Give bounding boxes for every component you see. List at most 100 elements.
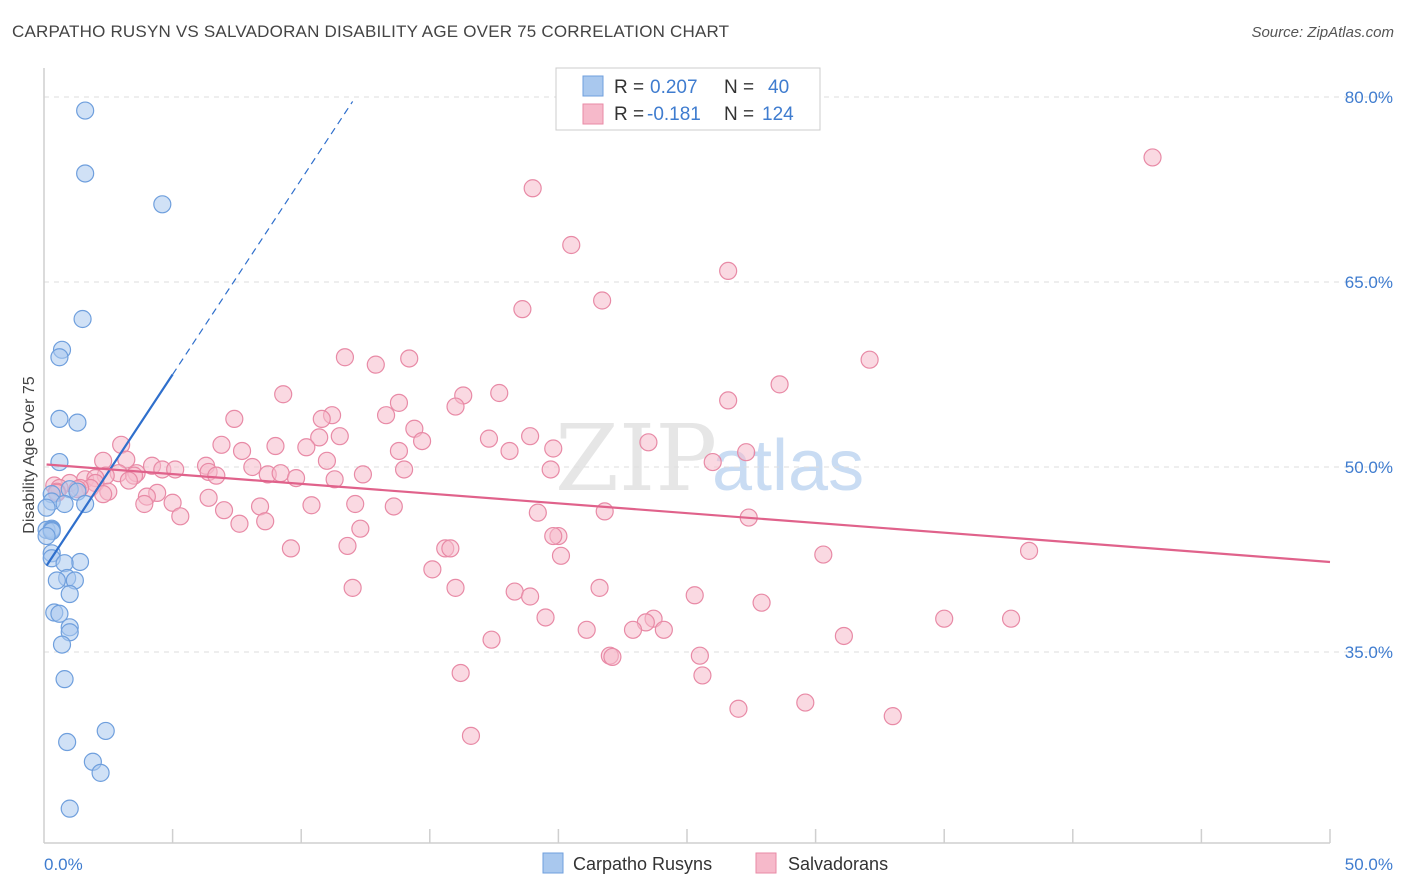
- salvadoran-point-92: [281, 539, 301, 558]
- salvadoran-point-96: [551, 546, 571, 565]
- carpatho-rusyns-points: [37, 101, 172, 818]
- x-ticks: [171, 829, 1331, 843]
- salvadoran-point-99: [423, 560, 442, 579]
- salvadoran-point-34: [232, 441, 252, 461]
- carpatho-point-7: [68, 413, 87, 432]
- series-legend: Carpatho Rusyns Salvadorans: [542, 852, 888, 874]
- legend-n-label-0: N =: [724, 77, 754, 98]
- salvadoran-point-32: [544, 439, 563, 458]
- salvadoran-point-97: [814, 545, 833, 564]
- salvadoran-point-26: [412, 432, 432, 451]
- salvadoran-point-107: [536, 608, 555, 627]
- carpatho-point-2: [153, 195, 172, 214]
- legend-r-label-1: R =: [614, 104, 644, 125]
- salvadoran-point-79: [346, 494, 365, 514]
- carpatho-point-33: [52, 635, 72, 654]
- carpatho-point-39: [60, 799, 79, 818]
- salvadoran-point-37: [94, 451, 113, 470]
- salvadoran-point-56: [325, 470, 344, 489]
- salvadoran-point-76: [163, 493, 182, 512]
- salvadoran-trend-line: [46, 463, 1331, 564]
- salvadoran-point-7: [400, 349, 419, 368]
- salvadoran-point-112: [623, 620, 643, 639]
- salvadoran-point-75: [199, 488, 218, 507]
- carpatho-point-1: [76, 164, 95, 183]
- salvadoran-point-84: [256, 512, 275, 531]
- salvadoran-point-20: [312, 409, 331, 428]
- salvadoran-point-3: [719, 261, 738, 280]
- salvadoran-point-9: [860, 350, 879, 369]
- salvadoran-point-118: [603, 647, 622, 667]
- legend-r-label-0: R =: [614, 77, 644, 98]
- carpatho-point-8: [50, 452, 69, 472]
- salvadoran-point-43: [394, 460, 414, 479]
- salvadoran-point-57: [207, 466, 226, 485]
- salvadoran-point-101: [446, 578, 465, 597]
- gridlines: [44, 96, 1393, 653]
- carpatho-point-34: [55, 670, 74, 689]
- y-tick-label-80: 80.0%: [1345, 88, 1393, 107]
- salvadoran-point-89: [351, 519, 370, 538]
- salvadoran-point-44: [541, 460, 560, 479]
- salvadoran-point-102: [590, 578, 609, 597]
- salvadoran-point-116: [482, 630, 501, 649]
- salvadoran-point-114: [654, 620, 673, 639]
- carpatho-point-3: [73, 309, 92, 329]
- salvadoran-point-23: [310, 428, 329, 447]
- series-legend-swatch-blue: [542, 852, 564, 874]
- salvadoran-point-119: [690, 646, 709, 665]
- salvadoran-point-4: [593, 291, 612, 310]
- legend-r-value-0: 0.207: [650, 77, 698, 98]
- salvadoran-point-8: [366, 355, 385, 374]
- salvadoran-point-14: [389, 393, 409, 412]
- salvadoran-point-27: [639, 433, 658, 452]
- salvadoran-point-81: [384, 497, 403, 516]
- carpatho-trend-extension: [172, 101, 354, 375]
- x-tick-label-max: 50.0%: [1345, 855, 1393, 874]
- carpatho-point-28: [60, 584, 79, 604]
- salvadoran-point-36: [737, 443, 756, 462]
- x-tick-label-min: 0.0%: [44, 855, 83, 874]
- salvadoran-point-80: [302, 496, 321, 515]
- salvadoran-point-19: [225, 409, 244, 428]
- salvadoran-point-113: [577, 620, 596, 639]
- salvadoran-point-16: [446, 397, 465, 416]
- salvadoran-point-41: [317, 451, 337, 470]
- trend-lines: [45, 101, 1331, 567]
- salvadoran-point-106: [752, 593, 771, 612]
- legend-swatch-pink: [582, 103, 604, 125]
- salvadoran-point-110: [1001, 609, 1021, 628]
- salvadoran-point-52: [353, 465, 373, 484]
- salvadoran-point-98: [1019, 541, 1039, 560]
- salvadoran-point-104: [685, 586, 704, 605]
- y-tick-label-35: 35.0%: [1345, 643, 1393, 662]
- y-tick-label-65: 65.0%: [1345, 273, 1393, 292]
- salvadoran-point-85: [230, 514, 249, 533]
- watermark-atlas: atlas: [712, 426, 864, 506]
- salvadoran-point-29: [266, 436, 285, 456]
- salvadoran-point-24: [521, 427, 540, 446]
- salvadoran-point-12: [490, 383, 509, 403]
- salvadoran-point-109: [935, 609, 954, 628]
- salvadoran-point-105: [521, 587, 540, 606]
- salvadoran-point-125: [461, 726, 481, 745]
- salvadoran-point-17: [376, 406, 396, 425]
- salvadoran-point-95: [441, 539, 460, 558]
- salvadoran-point-1: [523, 179, 542, 198]
- salvadoran-point-0: [1143, 148, 1162, 167]
- legend-swatch-blue: [582, 75, 604, 97]
- salvadoran-point-115: [834, 626, 853, 646]
- carpatho-point-5: [50, 348, 69, 367]
- salvadoran-point-31: [212, 435, 231, 454]
- salvadoran-point-124: [883, 707, 902, 726]
- salvadoran-point-77: [135, 494, 154, 514]
- salvadoran-point-22: [330, 427, 349, 446]
- carpatho-point-38: [91, 763, 110, 782]
- salvadoran-point-123: [796, 693, 815, 712]
- watermark-zip: ZIP: [555, 405, 717, 512]
- legend-n-value-1: 124: [762, 104, 794, 125]
- chart-title: CARPATHO RUSYN VS SALVADORAN DISABILITY …: [12, 22, 730, 41]
- salvadoran-point-11: [274, 385, 293, 404]
- series-legend-label-1: Salvadorans: [788, 854, 888, 874]
- carpatho-point-6: [50, 409, 69, 428]
